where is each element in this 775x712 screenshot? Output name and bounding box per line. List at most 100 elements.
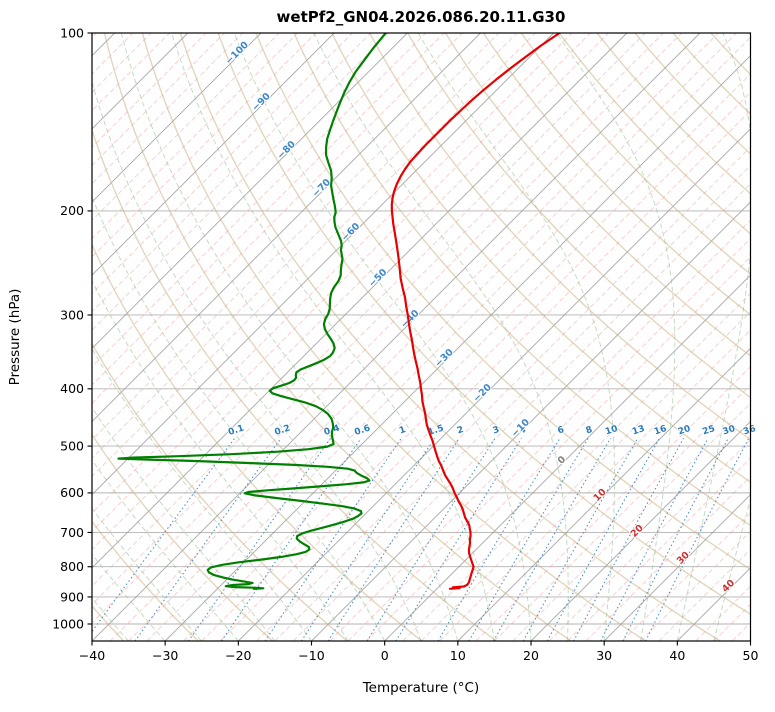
dry-adiabat-line <box>480 28 775 641</box>
minor-isotherm-line <box>220 33 775 641</box>
isotherm-line <box>0 33 407 641</box>
minor-isotherm-line <box>0 33 426 641</box>
isotherm-line <box>19 33 627 641</box>
moist-adiabat-line <box>553 28 675 641</box>
minor-isotherm-line <box>129 33 737 641</box>
isotherm-label: −50 <box>367 267 390 290</box>
dry-adiabat-line <box>593 28 775 641</box>
dry-adiabat-line <box>555 28 775 641</box>
dry-adiabat-line <box>518 28 775 641</box>
minor-isotherm-line <box>0 33 590 641</box>
x-axis-title: Temperature (°C) <box>362 680 480 696</box>
x-tick-label: 10 <box>450 648 466 663</box>
x-tick-label: 40 <box>669 648 685 663</box>
x-tick-label: −40 <box>79 648 105 663</box>
isotherm-label: −100 <box>224 39 252 67</box>
dry-adiabat-line <box>28 28 422 641</box>
mixing-ratio-label: 0.6 <box>353 424 371 438</box>
mixing-ratio-label: 8 <box>585 425 594 436</box>
y-tick-label: 600 <box>60 485 84 500</box>
isotherm-line <box>0 33 334 641</box>
dry-adiabat-line <box>329 28 775 641</box>
x-tick-label: −10 <box>298 648 324 663</box>
isotherm-line <box>92 33 700 641</box>
y-axis-title: Pressure (hPa) <box>7 289 23 386</box>
y-tick-label: 900 <box>60 589 84 604</box>
dry-adiabat-line <box>0 28 198 641</box>
dry-adiabat-line <box>254 28 775 641</box>
x-tick-label: −20 <box>225 648 251 663</box>
minor-isotherm-line <box>0 33 279 641</box>
x-tick-label: 30 <box>596 648 612 663</box>
mixing-ratio-line <box>265 438 401 641</box>
mixing-ratio-label: 3 <box>492 425 501 436</box>
isotherm-label: −60 <box>340 221 363 244</box>
y-tick-label: 1000 <box>52 616 84 631</box>
moist-adiabat-line <box>170 28 494 641</box>
mixing-ratio-label: 2 <box>456 425 465 436</box>
isotherm-label: −20 <box>471 382 494 405</box>
minor-isotherm-line <box>0 33 444 641</box>
mixing-ratio-label: 0.2 <box>273 424 291 438</box>
mixing-ratio-label: 25 <box>701 424 716 437</box>
minor-isotherm-line <box>440 33 775 641</box>
minor-isotherm-line <box>0 33 535 641</box>
mixing-ratio-label: 16 <box>653 424 668 437</box>
dry-adiabat-line <box>292 28 775 641</box>
minor-isotherm-line <box>586 33 775 641</box>
minor-isotherm-line <box>696 33 775 641</box>
minor-isotherm-line <box>293 33 775 641</box>
y-tick-label: 500 <box>60 438 84 453</box>
minor-isotherm-line <box>0 33 371 641</box>
minor-isotherm-line <box>0 33 462 641</box>
minor-isotherm-line <box>110 33 718 641</box>
isotherm-line <box>238 33 775 641</box>
minor-isotherm-line <box>183 33 775 641</box>
dry-adiabat-line <box>0 28 273 641</box>
mixing-ratio-label: 20 <box>677 424 692 437</box>
x-tick-label: 20 <box>523 648 539 663</box>
isotherm-label: 10 <box>591 486 608 503</box>
isotherm-label: 40 <box>720 577 737 594</box>
isotherm-line <box>312 33 775 641</box>
isotherm-line <box>385 33 775 641</box>
y-tick-label: 700 <box>60 525 84 540</box>
y-tick-label: 300 <box>60 307 84 322</box>
dry-adiabat-line <box>706 28 775 641</box>
minor-isotherm-line <box>732 33 775 641</box>
minor-isotherm-line <box>0 33 298 641</box>
x-tick-label: −30 <box>152 648 178 663</box>
minor-isotherm-line <box>0 33 5 641</box>
isotherm-label: −90 <box>250 91 273 114</box>
x-tick-label: 50 <box>743 648 759 663</box>
isotherm-label: −30 <box>433 347 456 370</box>
mixing-ratio-label: 13 <box>631 424 646 437</box>
minor-isotherm-line <box>55 33 663 641</box>
isotherm-line <box>0 33 188 641</box>
minor-isotherm-line <box>0 33 170 641</box>
isotherm-line <box>751 33 775 641</box>
y-tick-label: 200 <box>60 203 84 218</box>
minor-isotherm-line <box>714 33 775 641</box>
minor-isotherm-line <box>641 33 775 641</box>
y-tick-label: 800 <box>60 559 84 574</box>
background-lines <box>0 28 775 641</box>
mixing-ratio-label: 1 <box>398 425 407 436</box>
isotherm-label: 20 <box>629 522 646 539</box>
mixing-ratio-line <box>367 438 495 641</box>
mixing-ratio-line <box>646 438 749 641</box>
isotherm-line <box>458 33 775 641</box>
minor-isotherm-line <box>0 33 316 641</box>
isotherm-line <box>0 33 261 641</box>
mixing-ratio-line <box>547 438 659 641</box>
mixing-ratio-label: 36 <box>742 424 757 437</box>
isotherm-line <box>0 33 554 641</box>
minor-isotherm-line <box>0 33 572 641</box>
x-tick-label: 0 <box>381 648 389 663</box>
mixing-ratio-label: 6 <box>556 425 565 436</box>
chart-title: wetPf2_GN04.2026.086.20.11.G30 <box>277 8 566 26</box>
minor-isotherm-line <box>549 33 775 641</box>
